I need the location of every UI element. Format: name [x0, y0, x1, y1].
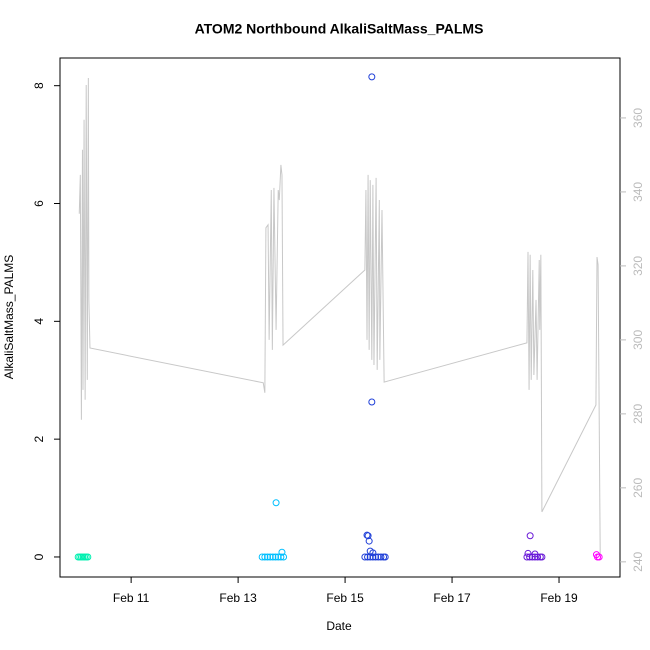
y2-tick-label: 360 — [631, 108, 645, 128]
data-point — [258, 553, 266, 561]
data-point — [365, 537, 373, 545]
x-tick-label: Feb 15 — [326, 591, 364, 605]
data-point — [264, 553, 272, 561]
data-point — [272, 499, 280, 507]
y2-tick-label: 280 — [631, 404, 645, 424]
data-point — [269, 553, 277, 561]
y-tick-label: 2 — [32, 435, 46, 442]
data-point — [364, 532, 372, 540]
y-tick-label: 8 — [32, 82, 46, 89]
data-point — [369, 553, 377, 561]
y2-tick-label: 300 — [631, 330, 645, 350]
data-point — [368, 73, 376, 81]
data-point — [526, 532, 534, 540]
x-tick-label: Feb 17 — [433, 591, 471, 605]
data-point — [531, 553, 539, 561]
data-point — [280, 553, 288, 561]
data-point — [368, 398, 376, 406]
x-tick-label: Feb 11 — [113, 591, 150, 605]
data-point — [364, 553, 372, 561]
y2-tick-label: 320 — [631, 256, 645, 276]
data-point — [381, 553, 389, 561]
data-point — [369, 549, 377, 557]
data-point — [272, 553, 280, 561]
chart-title: ATOM2 Northbound AlkaliSaltMass_PALMS — [195, 21, 484, 37]
data-point — [538, 553, 546, 561]
y-tick-label: 4 — [32, 318, 46, 325]
data-point — [261, 553, 269, 561]
data-point — [266, 553, 274, 561]
data-point — [531, 550, 539, 558]
data-line — [78, 77, 601, 555]
data-point — [377, 553, 385, 561]
x-tick-label: Feb 19 — [540, 591, 578, 605]
data-point — [274, 553, 282, 561]
data-point — [523, 553, 531, 561]
data-point — [361, 553, 369, 561]
y-axis-label: AlkaliSaltMass_PALMS — [2, 255, 16, 380]
data-point — [526, 553, 534, 561]
data-point — [84, 553, 92, 561]
x-axis-label: Date — [326, 619, 352, 633]
data-point — [278, 548, 286, 556]
y-tick-label: 0 — [32, 553, 46, 560]
x-tick-label: Feb 13 — [219, 591, 257, 605]
data-point — [374, 553, 382, 561]
data-point — [595, 553, 603, 561]
y-tick-label: 6 — [32, 200, 46, 207]
y2-tick-label: 340 — [631, 182, 645, 202]
y2-tick-label: 240 — [631, 552, 645, 572]
y2-tick-label: 260 — [631, 478, 645, 498]
plot-frame — [59, 57, 621, 578]
data-point — [277, 553, 285, 561]
data-point — [524, 549, 532, 557]
